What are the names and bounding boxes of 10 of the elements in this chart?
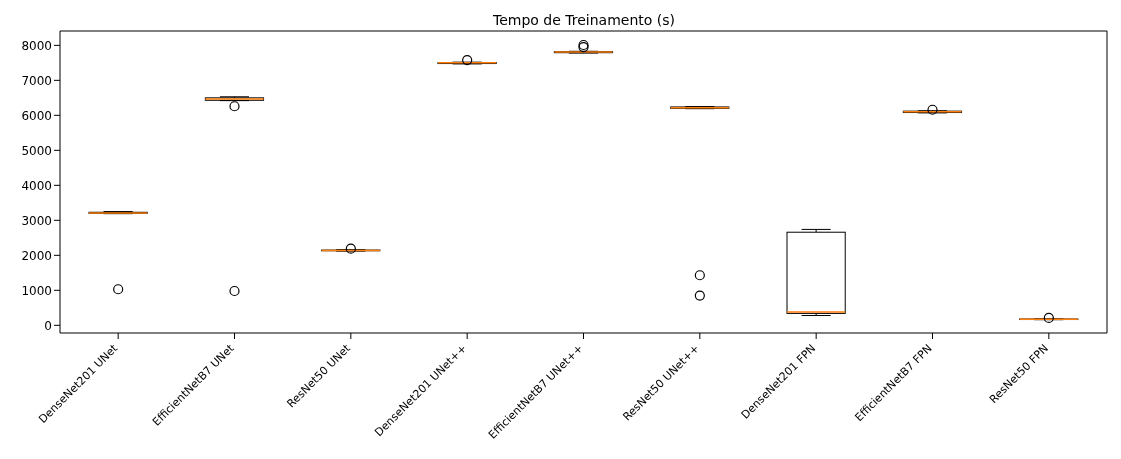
- y-tick-label: 3000: [21, 213, 52, 228]
- y-tick-label: 4000: [21, 178, 52, 193]
- y-tick-label: 2000: [21, 248, 52, 263]
- y-tick-label: 1000: [21, 283, 52, 298]
- y-tick-label: 6000: [21, 108, 52, 123]
- y-tick-label: 7000: [21, 73, 52, 88]
- y-tick-label: 8000: [21, 38, 52, 53]
- y-tick-label: 5000: [21, 143, 52, 158]
- chart-title: Tempo de Treinamento (s): [492, 12, 676, 28]
- y-tick-label: 0: [44, 318, 52, 333]
